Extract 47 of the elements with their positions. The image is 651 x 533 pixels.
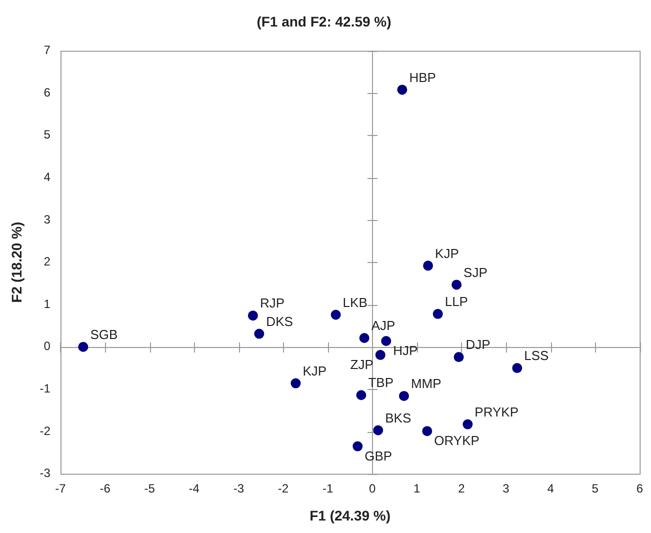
annotation: HBP — [409, 70, 436, 85]
x-tick-label: 3 — [502, 481, 510, 496]
annotation: KJP — [435, 246, 459, 261]
y-tick-label: 7 — [44, 43, 51, 58]
annotation: DJP — [466, 337, 490, 352]
x-tick-label: 2 — [458, 481, 466, 496]
x-axis-title: F1 (24.39 %) — [310, 507, 391, 524]
y-tick-label: 0 — [44, 339, 51, 354]
annotation: LLP — [444, 294, 468, 309]
x-tick-label: 0 — [369, 481, 376, 496]
annotation: BKS — [385, 410, 412, 426]
annotation: AJP — [371, 318, 396, 334]
y-tick-label: -1 — [40, 382, 51, 396]
annotation: RJP — [260, 296, 285, 311]
annotation: MMP — [410, 376, 442, 392]
annotation: KJP — [302, 363, 327, 378]
x-tick-label: 4 — [547, 481, 554, 496]
y-tick-label: 6 — [44, 85, 51, 100]
annotation: LKB — [342, 294, 368, 310]
annotation: LSS — [524, 348, 550, 364]
annotation: SJP — [464, 264, 488, 280]
chart-title: (F1 and F2: 42.59 %) — [256, 13, 392, 30]
x-tick-label: 1 — [414, 481, 421, 496]
annotation: DKS — [266, 314, 294, 329]
x-tick-label: 6 — [636, 481, 644, 496]
y-tick-label: 4 — [44, 170, 51, 184]
y-tick-label: -3 — [40, 466, 51, 480]
y-tick-label: 1 — [44, 296, 51, 311]
x-tick-label: -2 — [278, 481, 289, 496]
annotation: HJP — [393, 343, 418, 358]
annotation: GBP — [364, 448, 392, 464]
y-axis-title: F2 (18.20 %) — [8, 222, 24, 303]
x-tick-label: 5 — [592, 481, 599, 496]
annotation: SGB — [90, 326, 118, 342]
y-tick-label: 5 — [44, 128, 51, 142]
annotation: ZJP — [350, 357, 374, 372]
x-tick-label: -5 — [144, 481, 156, 496]
annotation: ORYKP — [434, 433, 480, 448]
x-tick-label: -6 — [100, 481, 111, 496]
x-tick-label: -1 — [322, 481, 334, 496]
y-tick-label: -2 — [40, 424, 51, 438]
annotation: PRYKP — [474, 404, 519, 420]
y-tick-label: 3 — [44, 212, 51, 226]
x-tick-label: -4 — [188, 481, 200, 496]
x-tick-label: -7 — [55, 481, 66, 496]
y-tick-label: 2 — [44, 254, 51, 269]
x-tick-label: -3 — [233, 481, 244, 496]
